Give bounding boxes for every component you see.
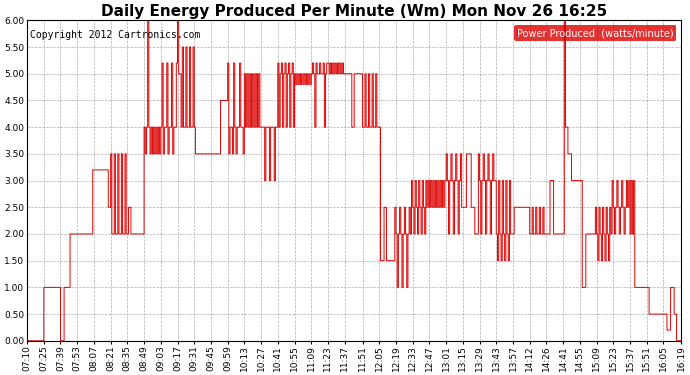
Legend: Power Produced  (watts/minute): Power Produced (watts/minute) bbox=[514, 25, 676, 41]
Title: Daily Energy Produced Per Minute (Wm) Mon Nov 26 16:25: Daily Energy Produced Per Minute (Wm) Mo… bbox=[101, 4, 607, 19]
Text: Copyright 2012 Cartronics.com: Copyright 2012 Cartronics.com bbox=[30, 30, 201, 40]
